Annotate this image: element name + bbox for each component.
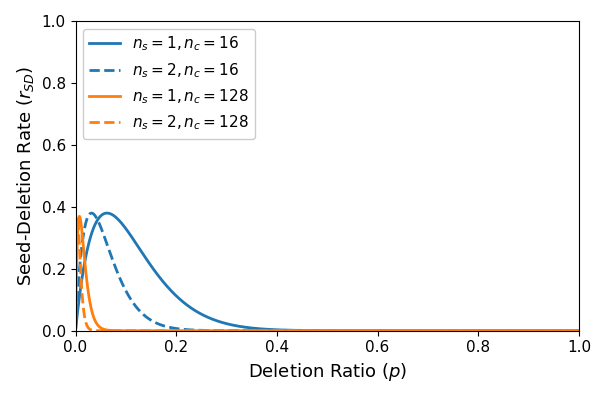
Line: $n_s = 1, n_c = 16$: $n_s = 1, n_c = 16$ — [76, 213, 579, 331]
$n_s = 2, n_c = 128$ — [304, 328, 311, 333]
$n_s = 2, n_c = 16$ — [468, 328, 476, 333]
$n_s = 2, n_c = 16$ — [72, 328, 79, 333]
$n_s = 1, n_c = 16$ — [98, 213, 105, 218]
Y-axis label: Seed-Deletion Rate ($r_{SD}$): Seed-Deletion Rate ($r_{SD}$) — [15, 66, 36, 286]
Line: $n_s = 2, n_c = 128$: $n_s = 2, n_c = 128$ — [76, 217, 579, 331]
$n_s = 1, n_c = 128$ — [72, 328, 79, 333]
$n_s = 2, n_c = 128$ — [317, 328, 324, 333]
$n_s = 2, n_c = 16$ — [304, 328, 311, 333]
$n_s = 2, n_c = 16$ — [317, 328, 324, 333]
$n_s = 1, n_c = 128$ — [76, 214, 83, 219]
$n_s = 2, n_c = 128$ — [561, 328, 568, 333]
$n_s = 1, n_c = 16$ — [561, 328, 568, 333]
$n_s = 1, n_c = 16$ — [561, 328, 568, 333]
$n_s = 2, n_c = 16$ — [561, 328, 568, 333]
$n_s = 1, n_c = 128$ — [575, 328, 582, 333]
$n_s = 1, n_c = 16$ — [304, 328, 311, 333]
$n_s = 1, n_c = 16$ — [317, 328, 324, 333]
$n_s = 2, n_c = 128$ — [468, 328, 476, 333]
$n_s = 1, n_c = 16$ — [575, 328, 582, 333]
$n_s = 2, n_c = 128$ — [98, 328, 105, 333]
$n_s = 2, n_c = 128$ — [561, 328, 568, 333]
$n_s = 1, n_c = 128$ — [98, 326, 105, 331]
Line: $n_s = 2, n_c = 16$: $n_s = 2, n_c = 16$ — [76, 213, 579, 331]
$n_s = 2, n_c = 16$ — [98, 226, 105, 231]
$n_s = 2, n_c = 16$ — [575, 328, 582, 333]
$n_s = 1, n_c = 16$ — [104, 211, 111, 215]
$n_s = 1, n_c = 128$ — [561, 328, 568, 333]
Legend: $n_s = 1, n_c = 16$, $n_s = 2, n_c = 16$, $n_s = 1, n_c = 128$, $n_s = 2, n_c = : $n_s = 1, n_c = 16$, $n_s = 2, n_c = 16$… — [83, 29, 255, 139]
X-axis label: Deletion Ratio ($p$): Deletion Ratio ($p$) — [247, 361, 407, 383]
$n_s = 2, n_c = 128$ — [74, 214, 81, 219]
$n_s = 1, n_c = 128$ — [468, 328, 476, 333]
$n_s = 1, n_c = 128$ — [561, 328, 568, 333]
$n_s = 2, n_c = 16$ — [88, 211, 95, 215]
$n_s = 1, n_c = 128$ — [304, 328, 311, 333]
$n_s = 1, n_c = 16$ — [468, 328, 476, 333]
$n_s = 1, n_c = 16$ — [72, 328, 79, 333]
Line: $n_s = 1, n_c = 128$: $n_s = 1, n_c = 128$ — [76, 217, 579, 331]
$n_s = 2, n_c = 128$ — [72, 328, 79, 333]
$n_s = 1, n_c = 128$ — [317, 328, 324, 333]
$n_s = 2, n_c = 16$ — [561, 328, 568, 333]
$n_s = 2, n_c = 128$ — [575, 328, 582, 333]
